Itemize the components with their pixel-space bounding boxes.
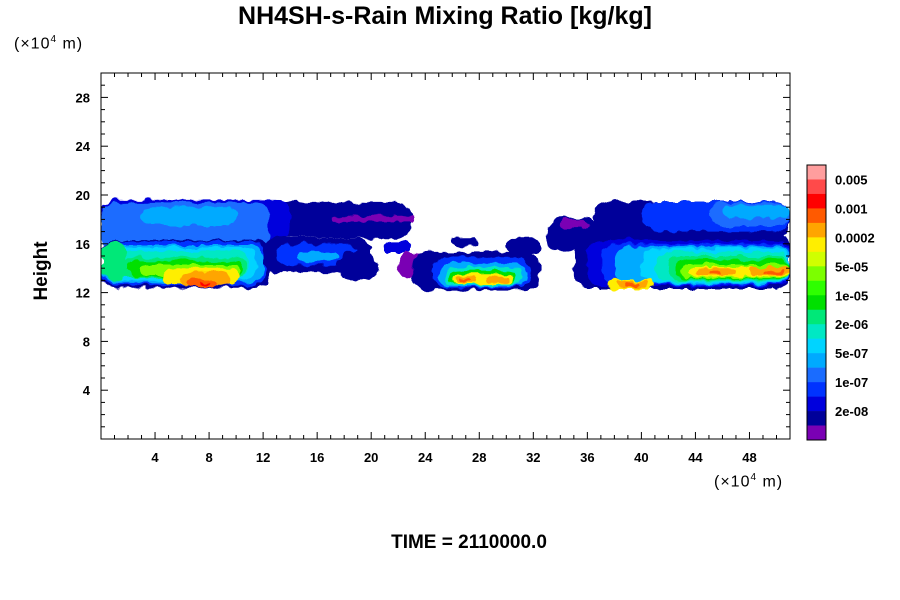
colorbar-swatch (807, 237, 826, 253)
y-tick-label: 28 (76, 90, 90, 105)
colorbar-swatch (807, 324, 826, 339)
colorbar-swatch (807, 193, 826, 209)
x-tick-label: 36 (580, 450, 594, 465)
colorbar-swatch (807, 280, 826, 296)
colorbar-swatch (807, 425, 826, 441)
colorbar-swatch (807, 382, 826, 397)
field-region (296, 251, 338, 263)
x-tick-label: 12 (256, 450, 270, 465)
x-tick-label: 44 (688, 450, 703, 465)
colorbar-label: 0.001 (835, 201, 868, 216)
x-tick-label: 24 (418, 450, 433, 465)
x-tick-label: 20 (364, 450, 378, 465)
colorbar-swatch (807, 396, 826, 412)
colorbar-swatch (807, 179, 826, 195)
colorbar-label: 1e-07 (835, 375, 868, 390)
mixing-ratio-field (101, 199, 790, 291)
colorbar-label: 2e-08 (835, 404, 868, 419)
field-region (384, 241, 412, 254)
y-axis-unit: (×104 m) (14, 34, 84, 53)
colorbar-label: 5e-05 (835, 259, 868, 274)
time-label: TIME = 2110000.0 (391, 532, 547, 553)
colorbar-swatch (807, 367, 826, 383)
field-region (722, 204, 790, 220)
field-region (141, 207, 237, 226)
field-region (452, 237, 480, 247)
x-tick-label: 4 (151, 450, 159, 465)
colorbar-label: 2e-06 (835, 317, 868, 332)
x-axis-unit: (×104 m) (714, 472, 784, 491)
field-region (560, 219, 588, 230)
colorbar-label: 0.0002 (835, 230, 875, 245)
y-axis: 4 8 12 16 20 24 28 (76, 84, 790, 428)
x-tick-label: 48 (742, 450, 756, 465)
y-tick-label: 4 (83, 383, 91, 398)
colorbar-swatch (807, 338, 826, 354)
field-region (625, 282, 639, 287)
field-region (506, 237, 541, 254)
field-region (708, 270, 723, 275)
colorbar-frame (806, 164, 827, 441)
colorbar-swatch (807, 165, 826, 180)
y-tick-label: 20 (76, 188, 90, 203)
x-axis: 4 8 12 16 20 24 28 32 36 40 44 48 (114, 73, 777, 465)
chart-title: NH4SH-s-Rain Mixing Ratio [kg/kg] (238, 2, 652, 30)
x-tick-label: 28 (472, 450, 486, 465)
x-tick-label: 32 (526, 450, 540, 465)
y-tick-label: 12 (76, 286, 90, 301)
colorbar-label: 1e-05 (835, 288, 868, 303)
field-region (459, 279, 470, 282)
field-region (486, 276, 509, 283)
x-tick-label: 16 (310, 450, 324, 465)
y-tick-label: 8 (83, 334, 90, 349)
y-tick-label: 24 (76, 139, 91, 154)
field-region (337, 251, 378, 281)
x-tick-label: 8 (205, 450, 212, 465)
colorbar-label: 0.005 (835, 172, 868, 187)
colorbar-swatch (807, 309, 826, 325)
x-tick-label: 40 (634, 450, 648, 465)
colorbar-swatch (807, 411, 826, 426)
colorbar-swatch (807, 208, 826, 224)
colorbar-swatch (807, 266, 826, 282)
colorbar-swatch (807, 222, 826, 238)
field-region (198, 281, 210, 285)
field-region (762, 270, 784, 275)
colorbar-swatch (807, 251, 826, 267)
y-tick-label: 16 (76, 237, 90, 252)
field-region (330, 215, 416, 222)
colorbar-label: 5e-07 (835, 346, 868, 361)
colorbar-swatch (807, 295, 826, 311)
colorbar: 0.005 0.001 0.0002 5e-05 1e-05 2e-06 5e-07 1e-0… (806, 164, 875, 441)
colorbar-swatch (807, 353, 826, 368)
